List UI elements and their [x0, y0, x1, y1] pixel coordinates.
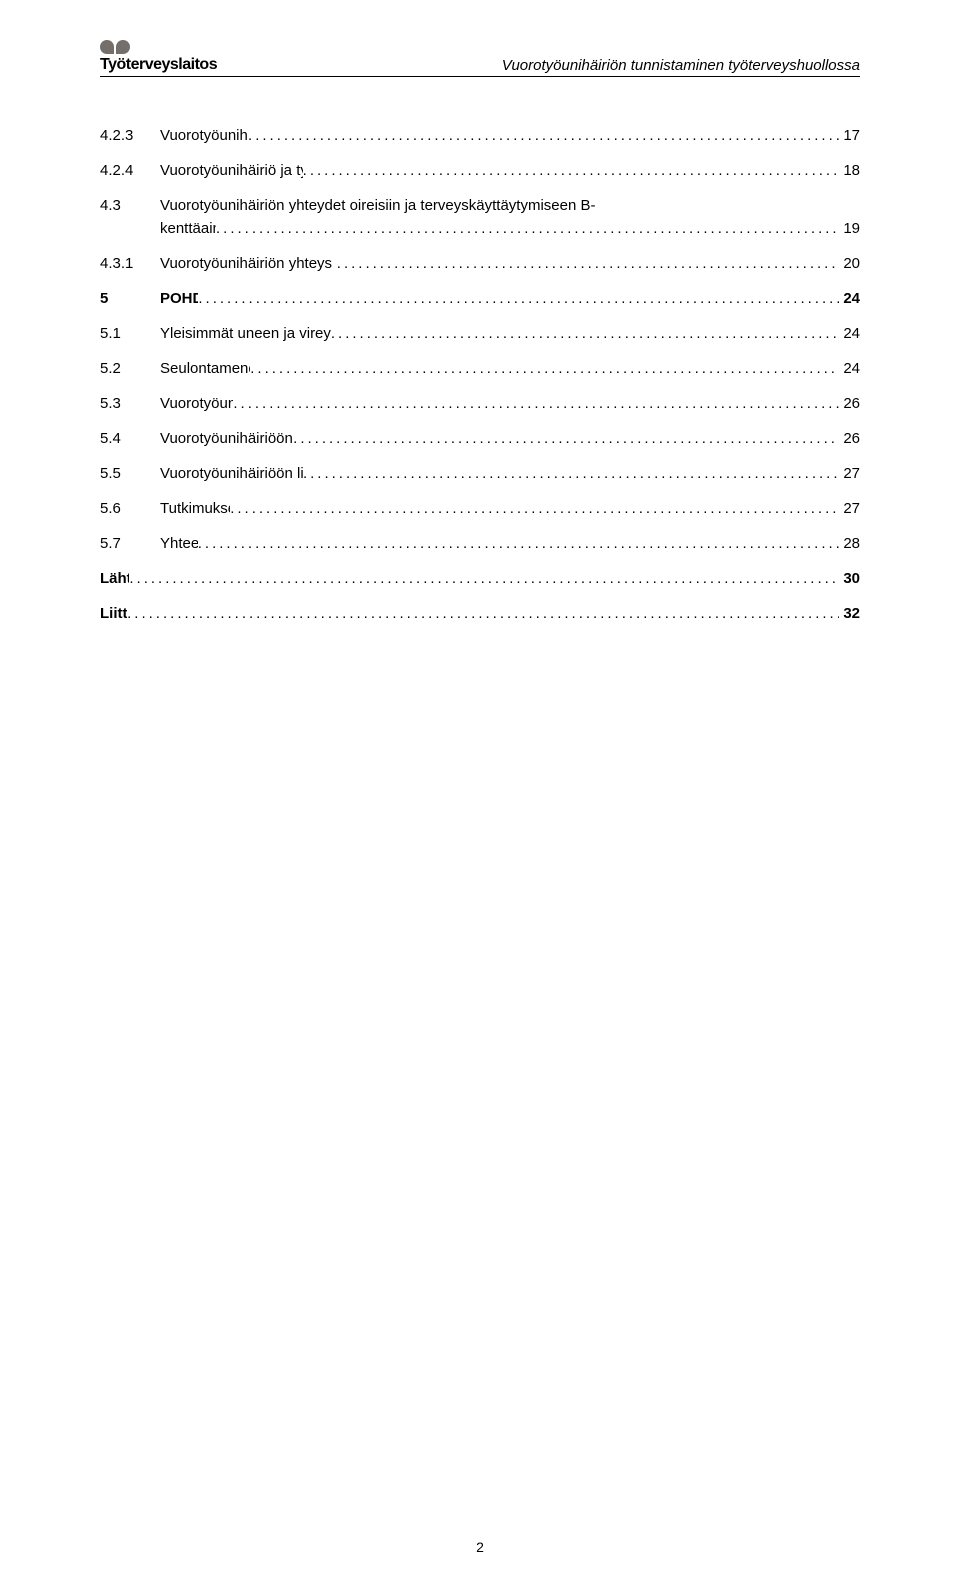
toc-title: Lähteet — [100, 568, 129, 589]
toc-entry: 5.1 Yleisimmät uneen ja vireyteen liitty… — [100, 323, 860, 344]
toc-chapter: Lähteet 30 — [100, 568, 860, 589]
toc-title: Vuorotyöunihäiriön yhteys uneen ja virey… — [160, 253, 337, 274]
toc-title: Vuorotyöunihäiriö ja uni — [160, 393, 233, 414]
toc-entry: 5.4 Vuorotyöunihäiriöön liittyviä oireit… — [100, 428, 860, 449]
toc-title: Tutkimuksen arviointia — [160, 498, 230, 519]
running-title: Vuorotyöunihäiriön tunnistaminen työterv… — [502, 57, 860, 74]
toc-number: 5.2 — [100, 358, 160, 379]
org-logo: Työterveyslaitos — [100, 40, 217, 74]
logo-icon — [100, 40, 130, 54]
toc-page: 26 — [839, 428, 860, 449]
toc-page: 28 — [839, 533, 860, 554]
document-page: Työterveyslaitos Vuorotyöunihäiriön tunn… — [0, 0, 960, 1595]
toc-entry: 5.7 Yhteenveto 28 — [100, 533, 860, 554]
toc-chapter: Liitteet 32 — [100, 603, 860, 624]
toc-number: 4.2.4 — [100, 160, 160, 181]
toc-title: POHDINTA — [160, 288, 198, 309]
toc-title-line2: kenttäaineistossa — [100, 218, 216, 239]
logo-text: Työterveyslaitos — [100, 56, 217, 74]
toc-number: 5.4 — [100, 428, 160, 449]
toc-leader — [303, 160, 840, 181]
page-header: Työterveyslaitos Vuorotyöunihäiriön tunn… — [100, 40, 860, 77]
toc-leader — [127, 603, 839, 624]
toc-leader — [198, 533, 840, 554]
toc-title: Vuorotyöunihäiriöön liittyvät muut oiree… — [160, 463, 303, 484]
toc-title: Vuorotyöunihäiriöön liittyviä oireita ja… — [160, 428, 293, 449]
toc-title-line1: Vuorotyöunihäiriön yhteydet oireisiin ja… — [160, 195, 595, 216]
toc-title: Liitteet — [100, 603, 127, 624]
toc-page: 30 — [839, 568, 860, 589]
toc-entry: 5.2 Seulontamenetelmien vertailu 24 — [100, 358, 860, 379]
toc-number: 4.3 — [100, 195, 160, 216]
toc-number: 5.6 — [100, 498, 160, 519]
toc-leader — [337, 253, 840, 274]
toc-page: 18 — [839, 160, 860, 181]
toc-title: Yleisimmät uneen ja vireyteen liittyvät … — [160, 323, 331, 344]
toc-title: Seulontamenetelmien vertailu — [160, 358, 250, 379]
toc-page: 19 — [839, 218, 860, 239]
toc-page: 27 — [839, 498, 860, 519]
toc-page: 27 — [839, 463, 860, 484]
toc-entry: 4.2.4 Vuorotyöunihäiriö ja työaikoihin l… — [100, 160, 860, 181]
toc-leader — [250, 358, 839, 379]
toc-number: 5.5 — [100, 463, 160, 484]
page-number: 2 — [0, 1539, 960, 1555]
toc-entry: 5.5 Vuorotyöunihäiriöön liittyvät muut o… — [100, 463, 860, 484]
toc-page: 32 — [839, 603, 860, 624]
toc-page: 20 — [839, 253, 860, 274]
toc-leader — [230, 498, 839, 519]
toc-leader — [331, 323, 839, 344]
toc-page: 24 — [839, 323, 860, 344]
toc-leader — [293, 428, 839, 449]
toc-number: 5.1 — [100, 323, 160, 344]
toc-page: 24 — [839, 358, 860, 379]
toc-title: Yhteenveto — [160, 533, 198, 554]
toc-entry: 5.6 Tutkimuksen arviointia 27 — [100, 498, 860, 519]
toc-number: 4.3.1 — [100, 253, 160, 274]
toc-number: 5.3 — [100, 393, 160, 414]
toc-leader — [198, 288, 839, 309]
toc-page: 17 — [839, 125, 860, 146]
toc-entry: 4.3 Vuorotyöunihäiriön yhteydet oireisii… — [100, 195, 860, 239]
toc-page: 24 — [839, 288, 860, 309]
toc-entry: 4.2.3 Vuorotyöunihäiriö ja elintavat 17 — [100, 125, 860, 146]
toc-number: 5.7 — [100, 533, 160, 554]
toc-entry: 4.3.1 Vuorotyöunihäiriön yhteys uneen ja… — [100, 253, 860, 274]
toc-number: 5 — [100, 288, 160, 309]
toc-page: 26 — [839, 393, 860, 414]
toc-leader — [303, 463, 839, 484]
toc-leader — [233, 393, 839, 414]
toc-entry: 5.3 Vuorotyöunihäiriö ja uni 26 — [100, 393, 860, 414]
toc-title: Vuorotyöunihäiriö ja työaikoihin liittyv… — [160, 160, 303, 181]
toc-leader — [248, 125, 839, 146]
toc-leader — [216, 218, 839, 239]
toc-number: 4.2.3 — [100, 125, 160, 146]
toc-chapter: 5 POHDINTA 24 — [100, 288, 860, 309]
toc-leader — [129, 568, 839, 589]
table-of-contents: 4.2.3 Vuorotyöunihäiriö ja elintavat 17 … — [100, 125, 860, 624]
toc-title: Vuorotyöunihäiriö ja elintavat — [160, 125, 248, 146]
